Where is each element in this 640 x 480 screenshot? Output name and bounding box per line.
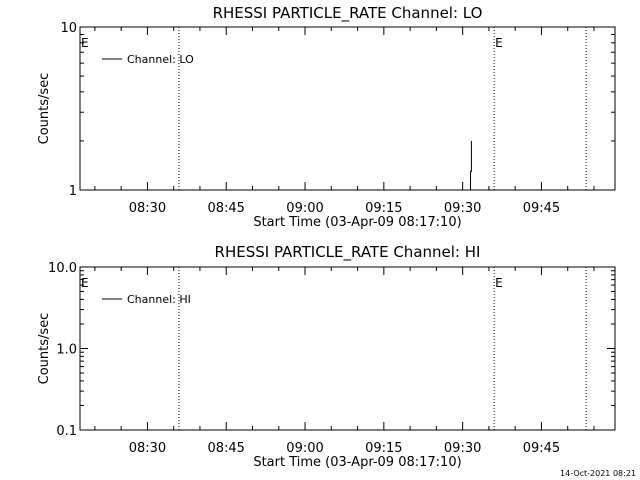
x-axis-label: Start Time (03-Apr-09 08:17:10)	[253, 455, 461, 470]
x-axis-label: Start Time (03-Apr-09 08:17:10)	[253, 215, 461, 230]
y-tick-label: 0.1	[56, 424, 77, 439]
y-axis-label: Counts/sec	[37, 73, 52, 145]
y-tick-label: 10.0	[48, 261, 77, 276]
x-tick-label: 08:30	[129, 441, 166, 456]
y-axis-label: Counts/sec	[37, 313, 52, 385]
legend-label: Channel: HI	[127, 293, 191, 306]
x-tick-label: 09:15	[365, 201, 402, 216]
chart-panel-lo: RHESSI PARTICLE_RATE Channel: LO 1 10 Count…	[37, 4, 616, 230]
plot-frame	[79, 266, 616, 431]
x-tick-label: 09:00	[286, 441, 323, 456]
y-tick-label: 10	[60, 21, 77, 36]
x-tick-label: 09:15	[365, 441, 402, 456]
x-tick-label: 09:45	[523, 441, 560, 456]
chart-title: RHESSI PARTICLE_RATE Channel: HI	[215, 243, 481, 262]
vertical-marker-label: E	[81, 276, 89, 290]
x-tick-label: 08:45	[207, 441, 244, 456]
x-tick-label: 09:45	[523, 201, 560, 216]
vertical-marker-label: E	[495, 276, 503, 290]
x-tick-label: 09:00	[286, 201, 323, 216]
series-line	[470, 140, 472, 190]
legend-label: Channel: LO	[127, 53, 194, 66]
y-tick-label: 1.0	[56, 343, 77, 358]
x-tick-label: 09:30	[444, 441, 481, 456]
y-tick-label: 1	[69, 184, 77, 199]
x-tick-label: 08:30	[129, 201, 166, 216]
chart-panel-hi: RHESSI PARTICLE_RATE Channel: HI 0.1 1.0 10…	[37, 243, 616, 470]
footer-timestamp: 14-Oct-2021 08:21	[560, 469, 636, 478]
plot-frame	[79, 26, 616, 191]
vertical-marker-label: E	[81, 36, 89, 50]
x-tick-label: 09:30	[444, 201, 481, 216]
x-tick-label: 08:45	[207, 201, 244, 216]
chart-title: RHESSI PARTICLE_RATE Channel: LO	[213, 4, 483, 23]
vertical-marker-label: E	[495, 36, 503, 50]
